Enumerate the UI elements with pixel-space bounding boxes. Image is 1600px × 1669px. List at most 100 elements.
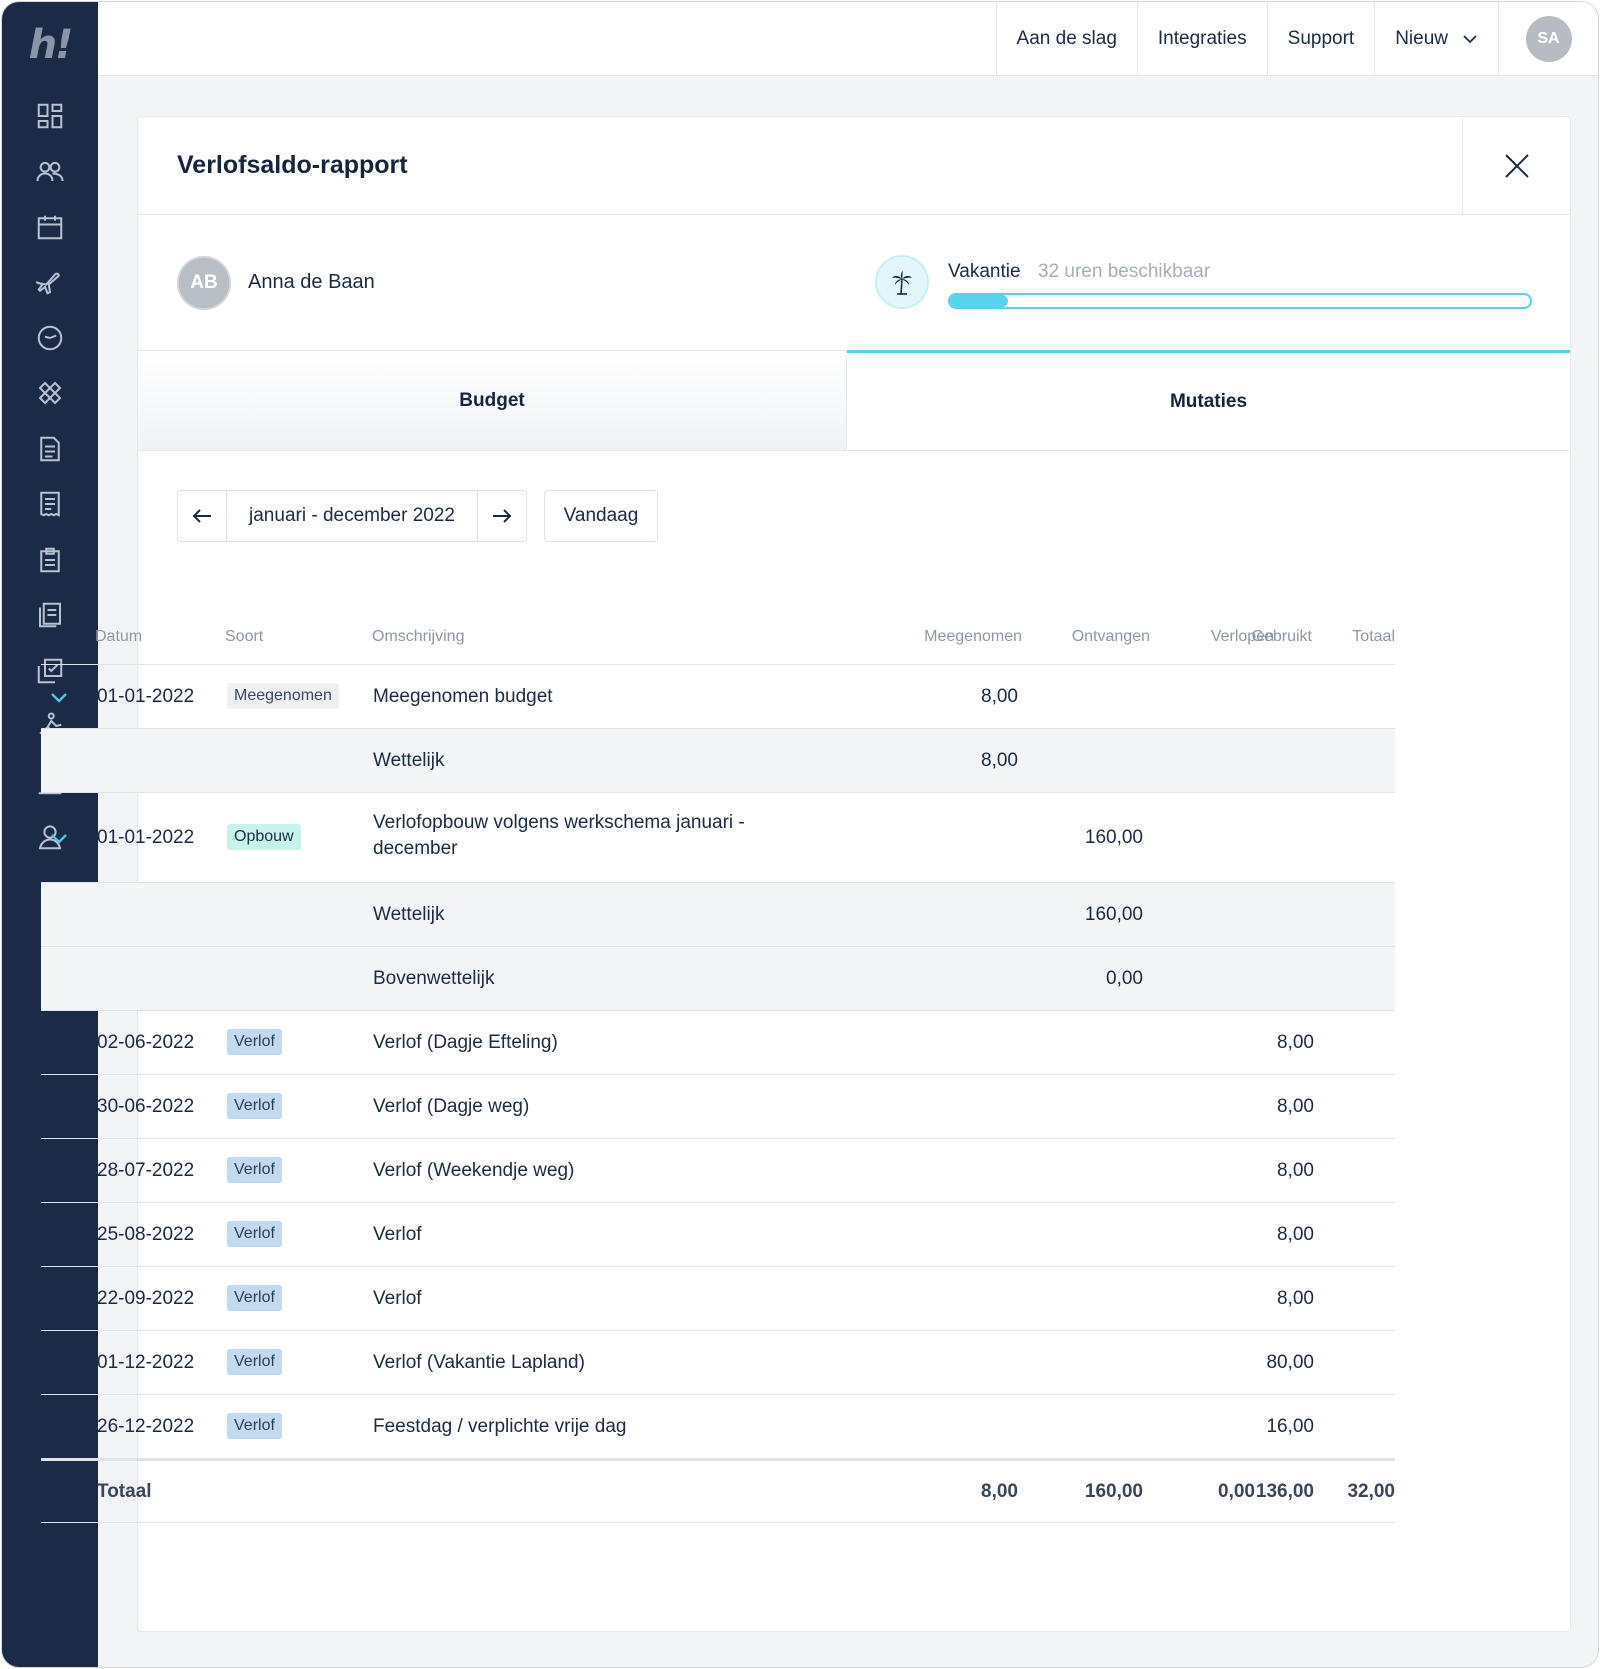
column-header-omschrijving[interactable]: Omschrijving: [372, 628, 465, 645]
mutations-table: Datum Soort Omschrijving Meegenomen Ontv…: [41, 602, 1395, 1523]
row-description: Verlof (Weekendje weg): [373, 1160, 575, 1181]
calendar-icon: [37, 215, 63, 239]
row-description: Verlof (Vakantie Lapland): [373, 1352, 585, 1373]
sidebar-item-profile[interactable]: [22, 810, 78, 866]
row-date: 25-08-2022: [97, 1224, 195, 1245]
leave-progress-fill: [950, 295, 1008, 307]
tab-budget[interactable]: Budget: [138, 351, 847, 450]
expand-row-toggle[interactable]: [50, 832, 68, 844]
topbar-link-support[interactable]: Support: [1266, 2, 1375, 75]
table-total-row: Totaal 8,00 160,00 0,00 136,00 32,00: [41, 1459, 1395, 1523]
user-icon: [38, 825, 62, 850]
total-value-meegenomen: 8,00: [981, 1481, 1018, 1502]
row-description: Meegenomen budget: [373, 686, 553, 707]
clipboard-icon: [40, 547, 60, 572]
chevron-down-icon: [51, 834, 67, 844]
row-description: Feestdag / verplichte vrije dag: [373, 1416, 627, 1437]
table-subrow: Wettelijk 160,00: [41, 883, 1395, 947]
row-description: Verlof (Dagje Efteling): [373, 1032, 558, 1053]
row-value-meegenomen: 8,00: [981, 686, 1018, 707]
expand-row-toggle[interactable]: [50, 691, 68, 703]
sidebar-item-time[interactable]: [22, 310, 78, 366]
sidebar-item-people[interactable]: [22, 144, 78, 200]
row-date: 26-12-2022: [97, 1416, 195, 1437]
table-row[interactable]: 01-01-2022 Meegenomen Meegenomen budget 8,0…: [41, 665, 1395, 729]
table-row: 01-12-2022 Verlof Verlof (Vakantie Lapland…: [41, 1331, 1395, 1395]
palm-tree-icon: [892, 271, 912, 295]
row-value-ontvangen: 160,00: [1084, 827, 1143, 848]
chevron-down-icon: [51, 693, 67, 703]
table-subrow: Bovenwettelijk 0,00: [41, 947, 1395, 1011]
row-description: Verlof (Dagje weg): [373, 1096, 530, 1117]
row-type-badge: Verlof: [227, 1029, 282, 1055]
table-header: Datum Soort Omschrijving Meegenomen Ontv…: [41, 602, 1395, 665]
new-dropdown-label: Nieuw: [1395, 27, 1448, 49]
topbar-link-integrations[interactable]: Integraties: [1136, 2, 1267, 75]
checklist-icon: [37, 658, 63, 683]
row-value-gebruikt: 8,00: [1277, 1032, 1314, 1053]
new-dropdown-button[interactable]: Nieuw: [1374, 2, 1498, 75]
table-body: 01-01-2022 Meegenomen Meegenomen budget 8,0…: [41, 665, 1395, 1523]
row-type-badge: Opbouw: [227, 824, 301, 850]
row-description: Verlof: [373, 1288, 422, 1309]
table-row: 02-06-2022 Verlof Verlof (Dagje Efteling) 8…: [41, 1011, 1395, 1075]
column-header-totaal[interactable]: Totaal: [1352, 628, 1395, 645]
column-header-ontvangen[interactable]: Ontvangen: [1071, 628, 1150, 645]
row-type-badge: Verlof: [227, 1413, 282, 1439]
period-label[interactable]: januari - december 2022: [249, 505, 455, 526]
row-date: 30-06-2022: [97, 1096, 195, 1117]
period-selector: januari - december 2022: [177, 490, 527, 542]
sidebar-item-tasks[interactable]: [22, 532, 78, 588]
today-button[interactable]: Vandaag: [544, 490, 658, 542]
row-type-badge: Verlof: [227, 1221, 282, 1247]
column-header-verlopen[interactable]: Verlopen: [1210, 628, 1274, 645]
leave-available-text: 32 uren beschikbaar: [1038, 261, 1211, 282]
people-icon: [36, 162, 64, 182]
app-logo[interactable]: h!: [28, 22, 74, 68]
row-description: Verlofopbouw volgens werkschema januari …: [373, 812, 745, 833]
sidebar-item-dashboard[interactable]: [22, 88, 78, 144]
topbar-link-getting-started[interactable]: Aan de slag: [995, 2, 1137, 75]
sidebar-item-checklists[interactable]: [22, 643, 78, 699]
row-description: Bovenwettelijk: [373, 968, 495, 989]
row-value-gebruikt: 8,00: [1277, 1288, 1314, 1309]
next-period-button[interactable]: [477, 491, 526, 541]
row-type-badge: Verlof: [227, 1093, 282, 1119]
table-row[interactable]: 01-01-2022 Opbouw Verlofopbouw volgens wer…: [41, 793, 1395, 883]
close-button[interactable]: [1462, 117, 1570, 215]
column-header-meegenomen[interactable]: Meegenomen: [924, 628, 1022, 645]
row-type-badge: Verlof: [227, 1157, 282, 1183]
card-header: Verlofsaldo-rapport: [138, 117, 1570, 215]
sidebar-item-leave[interactable]: [22, 255, 78, 311]
column-header-datum[interactable]: Datum: [95, 628, 143, 645]
leave-type-label: Vakantie: [948, 261, 1021, 282]
tab-bar: Budget Mutaties: [138, 350, 1570, 451]
table-row: 28-07-2022 Verlof Verlof (Weekendje weg) 8,…: [41, 1139, 1395, 1203]
total-label: Totaal: [97, 1481, 152, 1502]
sidebar-item-payroll[interactable]: [22, 477, 78, 533]
tab-mutaties[interactable]: Mutaties: [847, 350, 1570, 450]
row-date: 22-09-2022: [97, 1288, 195, 1309]
page-title: Verlofsaldo-rapport: [177, 151, 408, 179]
table-row: 26-12-2022 Verlof Feestdag / verplichte vr…: [41, 1395, 1395, 1459]
sidebar-item-files[interactable]: [22, 588, 78, 644]
table-row: 22-09-2022 Verlof Verlof 8,00: [41, 1267, 1395, 1331]
column-header-gebruikt[interactable]: Gebruikt: [1251, 628, 1312, 645]
sidebar-item-calendar[interactable]: [22, 199, 78, 255]
row-value-gebruikt: 8,00: [1277, 1224, 1314, 1245]
sidebar-item-documents[interactable]: [22, 421, 78, 477]
user-avatar[interactable]: SA: [1525, 15, 1572, 62]
sidebar-nav: [22, 88, 78, 865]
sidebar-item-sick[interactable]: [22, 366, 78, 422]
previous-period-button[interactable]: [178, 491, 227, 541]
row-value-gebruikt: 16,00: [1266, 1416, 1314, 1437]
dashboard-icon: [37, 103, 63, 128]
row-value-gebruikt: 8,00: [1277, 1160, 1314, 1181]
column-header-soort[interactable]: Soort: [225, 628, 264, 645]
top-bar: Aan de slag Integraties Support Nieuw SA: [98, 2, 1598, 76]
row-date: 01-12-2022: [97, 1352, 195, 1373]
total-value-verlopen: 0,00: [1218, 1481, 1255, 1502]
documents-icon: [39, 603, 61, 628]
employee-avatar: AB: [177, 256, 231, 310]
